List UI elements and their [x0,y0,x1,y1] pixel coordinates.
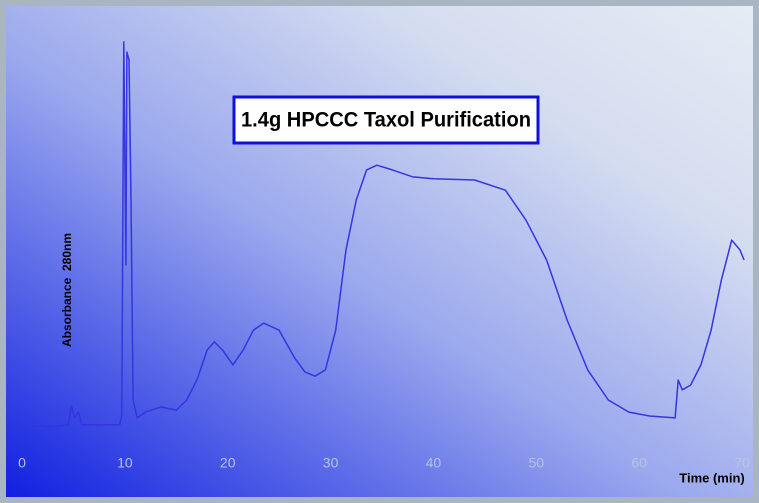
chart-title: 1.4g HPCCC Taxol Purification [241,109,531,132]
trace-line [21,41,745,428]
x-tick-label: 30 [323,455,339,471]
x-tick-label: 40 [426,455,442,471]
x-tick-label: 20 [220,455,236,471]
x-tick-label: 10 [117,455,133,471]
x-tick-label: 50 [528,455,544,471]
title-box [232,95,540,145]
x-tick-label: 0 [18,455,26,471]
x-axis-label: Time (min) [679,470,745,485]
x-tick-label: 60 [631,455,647,471]
y-axis-label: Absorbance 280nm [60,233,74,347]
x-tick-label: 70 [734,455,750,471]
plot-background [6,6,753,497]
